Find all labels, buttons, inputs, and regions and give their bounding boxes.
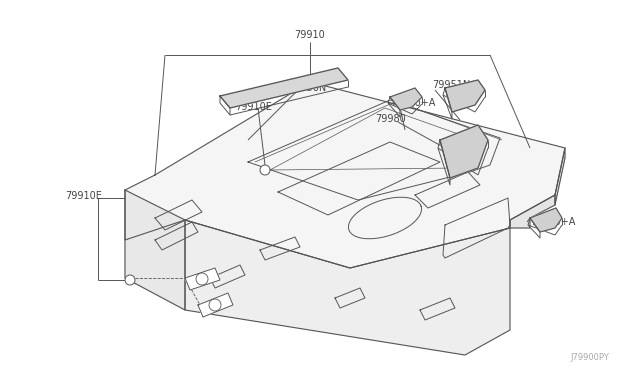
Polygon shape <box>198 293 233 317</box>
Polygon shape <box>440 125 488 178</box>
Polygon shape <box>125 190 185 310</box>
Text: 79980+A: 79980+A <box>390 98 435 108</box>
Text: 79980: 79980 <box>375 114 406 124</box>
Text: 79910E: 79910E <box>65 191 102 201</box>
Circle shape <box>209 299 221 311</box>
Polygon shape <box>220 68 348 108</box>
Polygon shape <box>125 82 565 268</box>
Polygon shape <box>390 88 422 110</box>
Text: 79950N: 79950N <box>288 83 326 93</box>
Circle shape <box>260 165 270 175</box>
Polygon shape <box>185 220 510 355</box>
Circle shape <box>125 275 135 285</box>
Polygon shape <box>445 80 485 112</box>
Polygon shape <box>530 208 562 232</box>
Text: 79910E: 79910E <box>235 102 272 112</box>
Polygon shape <box>510 195 555 228</box>
Text: J79900PY: J79900PY <box>570 353 609 362</box>
Text: 79980+A: 79980+A <box>530 217 575 227</box>
Polygon shape <box>555 148 565 205</box>
Text: 79951N: 79951N <box>432 80 470 90</box>
Text: 79910: 79910 <box>294 30 325 40</box>
Polygon shape <box>185 268 220 290</box>
Circle shape <box>196 273 208 285</box>
